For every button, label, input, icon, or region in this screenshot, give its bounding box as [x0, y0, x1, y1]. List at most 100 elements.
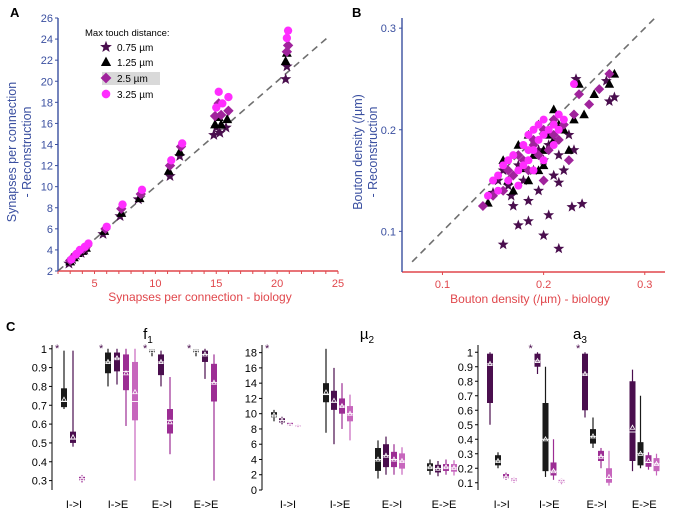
boxes: * [265, 343, 457, 479]
mean-marker [542, 436, 549, 442]
mean-marker [211, 379, 217, 385]
box [606, 468, 612, 483]
box [149, 349, 155, 353]
significance-star: * [187, 343, 192, 355]
subplot-title-f1: f1 [143, 326, 153, 346]
data-point [509, 151, 518, 160]
y-tick-label: 2 [251, 470, 257, 482]
data-point [570, 73, 582, 84]
legend-marker [100, 40, 112, 52]
data-point [554, 125, 563, 134]
y-tick-label: 24 [41, 34, 53, 46]
mean-marker [158, 358, 164, 364]
category-label: I->E [108, 499, 128, 511]
data-point [167, 156, 176, 165]
data-point [218, 99, 227, 108]
mean-marker [323, 389, 329, 395]
data-point [507, 200, 519, 211]
mean-marker [534, 357, 541, 363]
legend-label-325: 3.25 µm [117, 90, 153, 101]
subplot-title-a3: a3 [573, 326, 587, 346]
box [503, 474, 509, 479]
data-point [504, 156, 513, 165]
y-tick-label: 10 [41, 182, 53, 194]
mean-marker [271, 411, 277, 418]
data-point [281, 60, 293, 72]
data-point [594, 84, 605, 95]
mean-marker [295, 422, 301, 428]
y-tick-label: 0.7 [458, 391, 473, 403]
y-tick-label: 0.5 [458, 420, 473, 432]
box [167, 409, 173, 434]
category-label: E->I [382, 499, 402, 511]
mean-marker [383, 452, 389, 458]
box [323, 383, 329, 403]
box [495, 455, 501, 466]
box [534, 353, 541, 367]
legend-markers [100, 40, 112, 99]
data-point [281, 46, 293, 57]
box [123, 354, 129, 391]
mean-marker [582, 370, 588, 376]
data-point [512, 219, 524, 230]
legend: Max touch distance: 0.75 µm 1.25 µm 2.5 … [85, 28, 170, 101]
data-point [524, 146, 533, 155]
axes: I->I I->E E->I E->E 18 16 14 12 10 8 6 4 2 0 [245, 345, 456, 511]
data-point [164, 170, 176, 181]
y-axis-label-line2: - Reconstruction [366, 106, 380, 197]
box [582, 353, 588, 411]
data-point [512, 159, 524, 170]
mean-marker [443, 463, 449, 470]
y-tick-label: 18 [41, 97, 53, 109]
data-point [483, 191, 492, 200]
y-tick-label: 14 [245, 378, 257, 390]
y-tick-label: 4 [251, 454, 257, 466]
data-point [208, 129, 220, 140]
data-point [280, 56, 291, 66]
boxplot-mu2: µ2 * I->I I->E E->I E->E 18 16 14 12 10 8 6 4 2 0 [245, 326, 457, 511]
y-ticks: 0.1 0.2 0.3 [381, 23, 402, 238]
y-tick-label: 0.6 [32, 419, 47, 431]
data-point [553, 242, 565, 254]
legend-marker [101, 89, 111, 99]
data-point [524, 156, 533, 165]
mean-marker [149, 347, 155, 353]
x-ticks: 5 10 15 20 25 [57, 271, 344, 290]
mean-marker [287, 421, 293, 427]
y-tick-label: 8 [47, 203, 53, 215]
mean-marker [637, 450, 644, 456]
mean-marker [495, 457, 501, 463]
data-point [497, 238, 509, 250]
box [629, 381, 636, 461]
x-tick-label: 5 [91, 278, 97, 290]
data-point [178, 139, 187, 148]
mean-marker [399, 457, 405, 463]
mean-marker [132, 388, 138, 395]
data-point [220, 121, 232, 133]
data-point [280, 73, 292, 84]
y-tick-label: 10 [245, 409, 257, 421]
data-point [563, 155, 574, 166]
box [114, 352, 120, 372]
data-point [538, 160, 549, 170]
data-point [529, 166, 538, 175]
mean-marker [427, 463, 433, 470]
y-axis-label-line2: - Reconstruction [20, 106, 34, 197]
category-label: I->I [66, 499, 82, 511]
panel-b: B 0.1 0.2 0.3 0.1 0.2 0.3 Bouton density (/µ… [351, 5, 665, 306]
significance-star: * [55, 343, 60, 355]
mean-marker [331, 397, 337, 403]
data-point [603, 95, 615, 106]
data-point [497, 164, 509, 176]
mean-marker [590, 433, 596, 439]
data-point [519, 141, 528, 149]
data-point [523, 195, 534, 206]
mean-marker [279, 417, 285, 423]
panel-label-b: B [352, 5, 361, 20]
y-tick-label: 16 [41, 118, 53, 130]
y-tick-label: 14 [41, 140, 53, 152]
y-tick-label: 8 [251, 424, 257, 436]
x-axis-label: Synapses per connection - biology [108, 290, 291, 304]
identity-line [57, 35, 331, 272]
